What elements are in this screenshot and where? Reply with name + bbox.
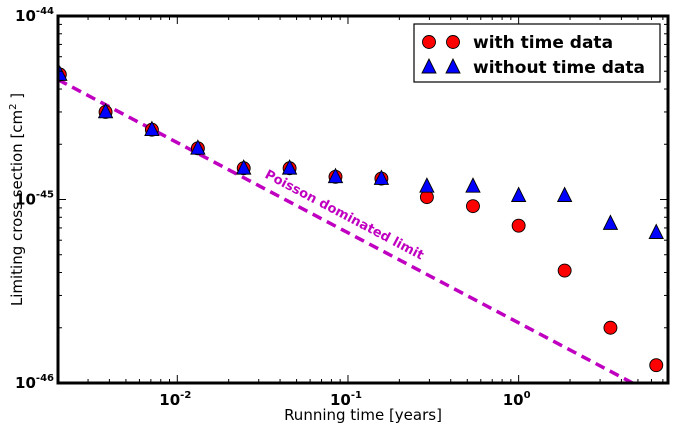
y-axis-title-exponent: 2 [8, 103, 19, 109]
without-time-point [281, 159, 298, 175]
without-time-point [144, 120, 160, 137]
y-tick-label: 10-45 [15, 190, 54, 209]
with-time-point [511, 218, 526, 233]
y-tick-labels: 10-44 10-45 10-46 [15, 6, 54, 392]
poisson-limit-line [58, 78, 634, 383]
without-time-point [602, 214, 619, 230]
legend: with time data without time data [413, 23, 661, 83]
plot-area: Poisson dominated limit [58, 65, 664, 383]
with-time-point [649, 358, 664, 373]
without-time-point [97, 102, 114, 119]
without-time-point [556, 186, 573, 202]
without-time-point [327, 167, 344, 184]
without-time-point [419, 177, 435, 193]
x-tick-labels: 10-2 10-1 100 [159, 390, 530, 409]
legend-triangle-marker [445, 57, 461, 74]
with-time-point [557, 263, 572, 278]
y-tick-label: 10-44 [15, 6, 54, 25]
with-time-point [466, 199, 480, 214]
legend-circle-marker [422, 35, 436, 49]
axis-ticks [57, 15, 668, 384]
x-tick-label: 10-2 [159, 390, 191, 409]
without-time-point [58, 65, 68, 81]
legend-triangle-marker [421, 57, 437, 74]
without-time-point [648, 223, 664, 239]
x-tick-label: 10-1 [330, 390, 362, 409]
y-axis-title-text: Limiting cross section [cm [8, 110, 26, 306]
data-points [58, 65, 664, 373]
legend-label: with time data [473, 33, 613, 53]
without-time-point [190, 139, 206, 155]
with-time-point [603, 320, 618, 335]
without-time-point [235, 159, 252, 175]
without-time-point [373, 169, 390, 185]
y-axis-title: Limiting cross section [cm2 ] [8, 93, 26, 306]
x-tick-label: 100 [503, 390, 531, 409]
without-time-point [465, 177, 481, 193]
y-tick-label: 10-46 [15, 373, 54, 392]
poisson-limit-label: Poisson dominated limit [262, 167, 426, 263]
legend-circle-marker [446, 35, 460, 49]
legend-label: without time data [473, 58, 645, 78]
x-axis-title: Running time [years] [284, 406, 442, 424]
y-axis-title-suffix: ] [8, 93, 26, 104]
without-time-point [510, 186, 527, 202]
